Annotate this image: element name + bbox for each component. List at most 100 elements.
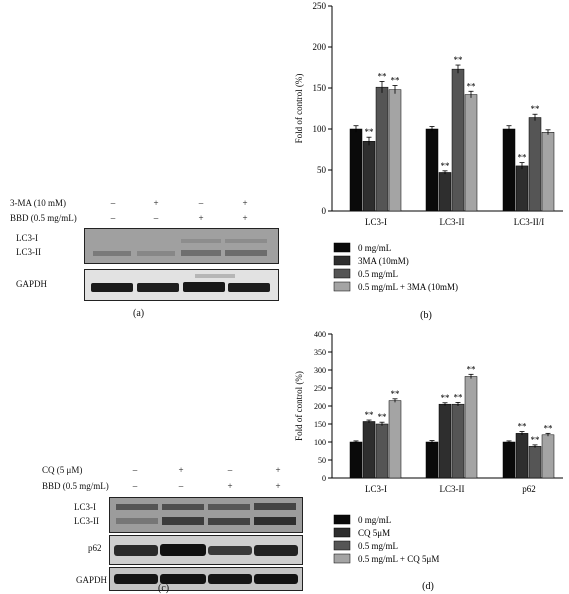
bar [528, 117, 542, 212]
bar [451, 68, 465, 212]
y-tick-label: 150 [313, 83, 327, 93]
bar [349, 128, 363, 212]
bar [375, 423, 389, 479]
treatment-label-bbd: BBD (0.5 mg/mL) [10, 213, 77, 223]
legend-label: 0.5 mg/mL + 3MA (10mM) [358, 282, 458, 292]
legend-swatch [333, 242, 351, 253]
bar [425, 128, 439, 212]
y-tick-label: 100 [314, 438, 326, 447]
significance-marker: ** [454, 55, 464, 65]
significance-marker: ** [441, 161, 451, 171]
y-tick-label: 200 [313, 42, 327, 52]
blot-image-gapdh [110, 568, 302, 590]
bar [388, 89, 402, 212]
significance-marker: ** [441, 393, 451, 403]
y-tick-label: 50 [318, 456, 326, 465]
sign: + [242, 198, 248, 208]
y-tick-label: 300 [314, 366, 326, 375]
y-tick-label: 250 [313, 1, 327, 11]
legend-label: 0.5 mg/mL [358, 269, 398, 279]
legend-swatch [333, 527, 351, 538]
legend-swatch [333, 268, 351, 279]
bar [438, 403, 452, 479]
significance-marker: ** [454, 392, 464, 402]
panel-label-c: (c) [158, 583, 170, 594]
significance-marker: ** [391, 389, 401, 399]
blot-label-gapdh: GAPDH [76, 575, 108, 585]
blot-image-p62 [110, 536, 302, 564]
legend-label: 0 mg/mL [358, 515, 391, 525]
bar [464, 94, 478, 212]
sign: + [275, 481, 281, 491]
treatment-label-cq: CQ (5 μM) [42, 465, 83, 475]
western-blot-lc3 [109, 497, 303, 533]
significance-marker: ** [365, 127, 375, 137]
y-tick-label: 150 [314, 420, 326, 429]
x-tick-label: LC3-II [440, 217, 465, 227]
y-tick-label: 250 [314, 384, 326, 393]
bar [438, 172, 452, 212]
bar [541, 132, 555, 212]
bar [349, 441, 363, 479]
bar [464, 376, 478, 479]
sign: + [242, 213, 248, 223]
x-tick-label: p62 [522, 484, 536, 494]
bar [375, 86, 389, 212]
y-axis-label: Fold of control (%) [294, 371, 304, 441]
bar [388, 400, 402, 479]
blot-label-lc3ii: LC3-II [16, 247, 41, 257]
significance-marker: ** [365, 410, 375, 420]
significance-marker: ** [531, 104, 541, 114]
blot-label-lc3ii: LC3-II [74, 516, 99, 526]
y-tick-label: 0 [322, 474, 326, 483]
significance-marker: ** [467, 364, 477, 374]
legend-swatch [333, 514, 351, 525]
y-tick-label: 100 [313, 124, 327, 134]
panel-label: (d) [422, 581, 434, 592]
significance-marker: ** [467, 81, 477, 91]
sign: – [153, 213, 159, 223]
legend-label: 0.5 mg/mL [358, 541, 398, 551]
sign: – [132, 465, 138, 475]
sign: – [110, 213, 116, 223]
panel-label: (b) [420, 310, 432, 321]
blot-label-lc3i: LC3-I [74, 502, 96, 512]
x-tick-label: LC3-II/I [514, 217, 545, 227]
sign: + [153, 198, 159, 208]
bar [541, 434, 555, 479]
y-axis-label: Fold of control (%) [294, 74, 304, 144]
western-blot-gapdh [109, 567, 303, 591]
bar [451, 403, 465, 479]
bar [425, 441, 439, 479]
legend-label: CQ 5μM [358, 528, 390, 538]
blot-label-gapdh: GAPDH [16, 279, 48, 289]
treatment-label-bbd: BBD (0.5 mg/mL) [42, 481, 109, 491]
blot-image-lc3 [85, 229, 278, 263]
legend-swatch [333, 553, 351, 564]
x-tick-label: LC3-I [365, 217, 387, 227]
significance-marker: ** [391, 76, 401, 86]
sign: – [110, 198, 116, 208]
y-tick-label: 0 [322, 206, 327, 216]
sign: + [227, 481, 233, 491]
bar [515, 433, 529, 479]
bar [515, 165, 529, 212]
significance-marker: ** [378, 412, 388, 422]
significance-marker: ** [531, 435, 541, 445]
legend-swatch [333, 255, 351, 266]
bar [362, 421, 376, 479]
panel-label-a: (a) [133, 308, 145, 319]
significance-marker: ** [544, 423, 554, 433]
bar [362, 141, 376, 212]
significance-marker: ** [378, 71, 388, 81]
bar [502, 128, 516, 212]
sign: + [178, 465, 184, 475]
y-tick-label: 350 [314, 348, 326, 357]
sign: – [132, 481, 138, 491]
blot-image-lc3 [110, 498, 302, 532]
blot-label-lc3i: LC3-I [16, 233, 38, 243]
legend-label: 3MA (10mM) [358, 256, 409, 266]
legend-label: 0.5 mg/mL + CQ 5μM [358, 554, 439, 564]
blot-image-gapdh [85, 270, 278, 300]
